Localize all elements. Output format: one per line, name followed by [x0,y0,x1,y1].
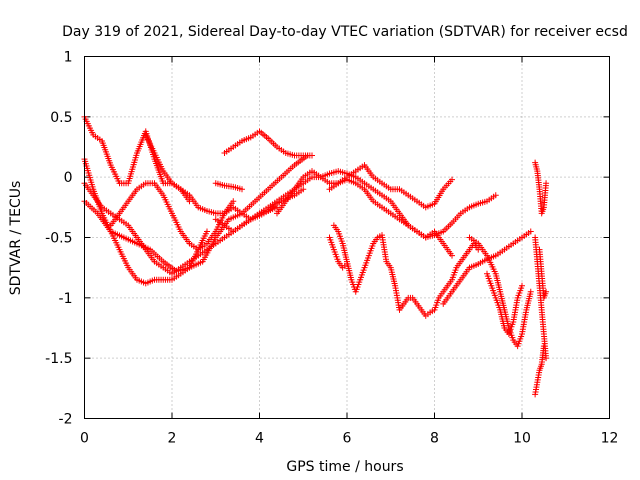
chart-title: Day 319 of 2021, Sidereal Day-to-day VTE… [62,24,628,40]
data-point [492,192,499,199]
x-tick-label: 12 [601,431,619,447]
data-point [309,152,315,159]
sat-track-16 [484,270,525,338]
sat-track-7 [221,128,315,159]
y-tick-label: 1 [64,50,73,66]
data-point [449,252,455,259]
data-point [300,186,307,193]
x-tick-label: 10 [513,431,531,447]
plot-frame [84,56,610,419]
y-axis-label: SDTVAR / TECUs [8,181,24,296]
sat-track-17 [532,159,550,217]
x-tick-label: 8 [430,431,439,447]
sat-track-13 [326,234,350,271]
data-point [540,343,547,350]
data-point [527,288,534,295]
data-point [204,228,210,235]
data-marks [81,113,550,398]
sat-track-19 [532,343,547,398]
sat-track-9 [212,180,245,193]
data-point [449,176,455,183]
y-tick-label: -1.5 [45,351,72,367]
data-point [230,198,237,205]
grid-layer [84,56,610,419]
sat-track-20 [536,246,550,301]
data-point [543,180,550,187]
y-tick-label: 0 [64,170,73,186]
sat-track-11 [326,176,499,241]
y-tick-label: -0.5 [45,231,72,247]
data-point [543,355,550,362]
data-point [527,228,534,235]
sat-track-12 [330,222,482,319]
data-point [239,186,245,193]
y-tick-label: 0.5 [50,110,72,126]
tick-layer: 0 2 4 6 8 10 12 -2 -1.5 -1 -0.5 0 0.5 1 [45,50,618,447]
data-point [344,261,350,268]
x-tick-label: 4 [255,431,264,447]
y-tick-label: -2 [59,412,73,428]
x-axis-label: GPS time / hours [286,459,403,475]
sat-track-4 [81,152,311,275]
data-point [519,282,525,289]
sat-track-3 [81,180,280,277]
x-tick-label: 0 [80,431,89,447]
x-tick-label: 6 [343,431,352,447]
x-tick-label: 2 [168,431,177,447]
sat-track-5 [107,180,237,253]
y-tick-label: -1 [59,291,73,307]
data-point [543,288,550,295]
